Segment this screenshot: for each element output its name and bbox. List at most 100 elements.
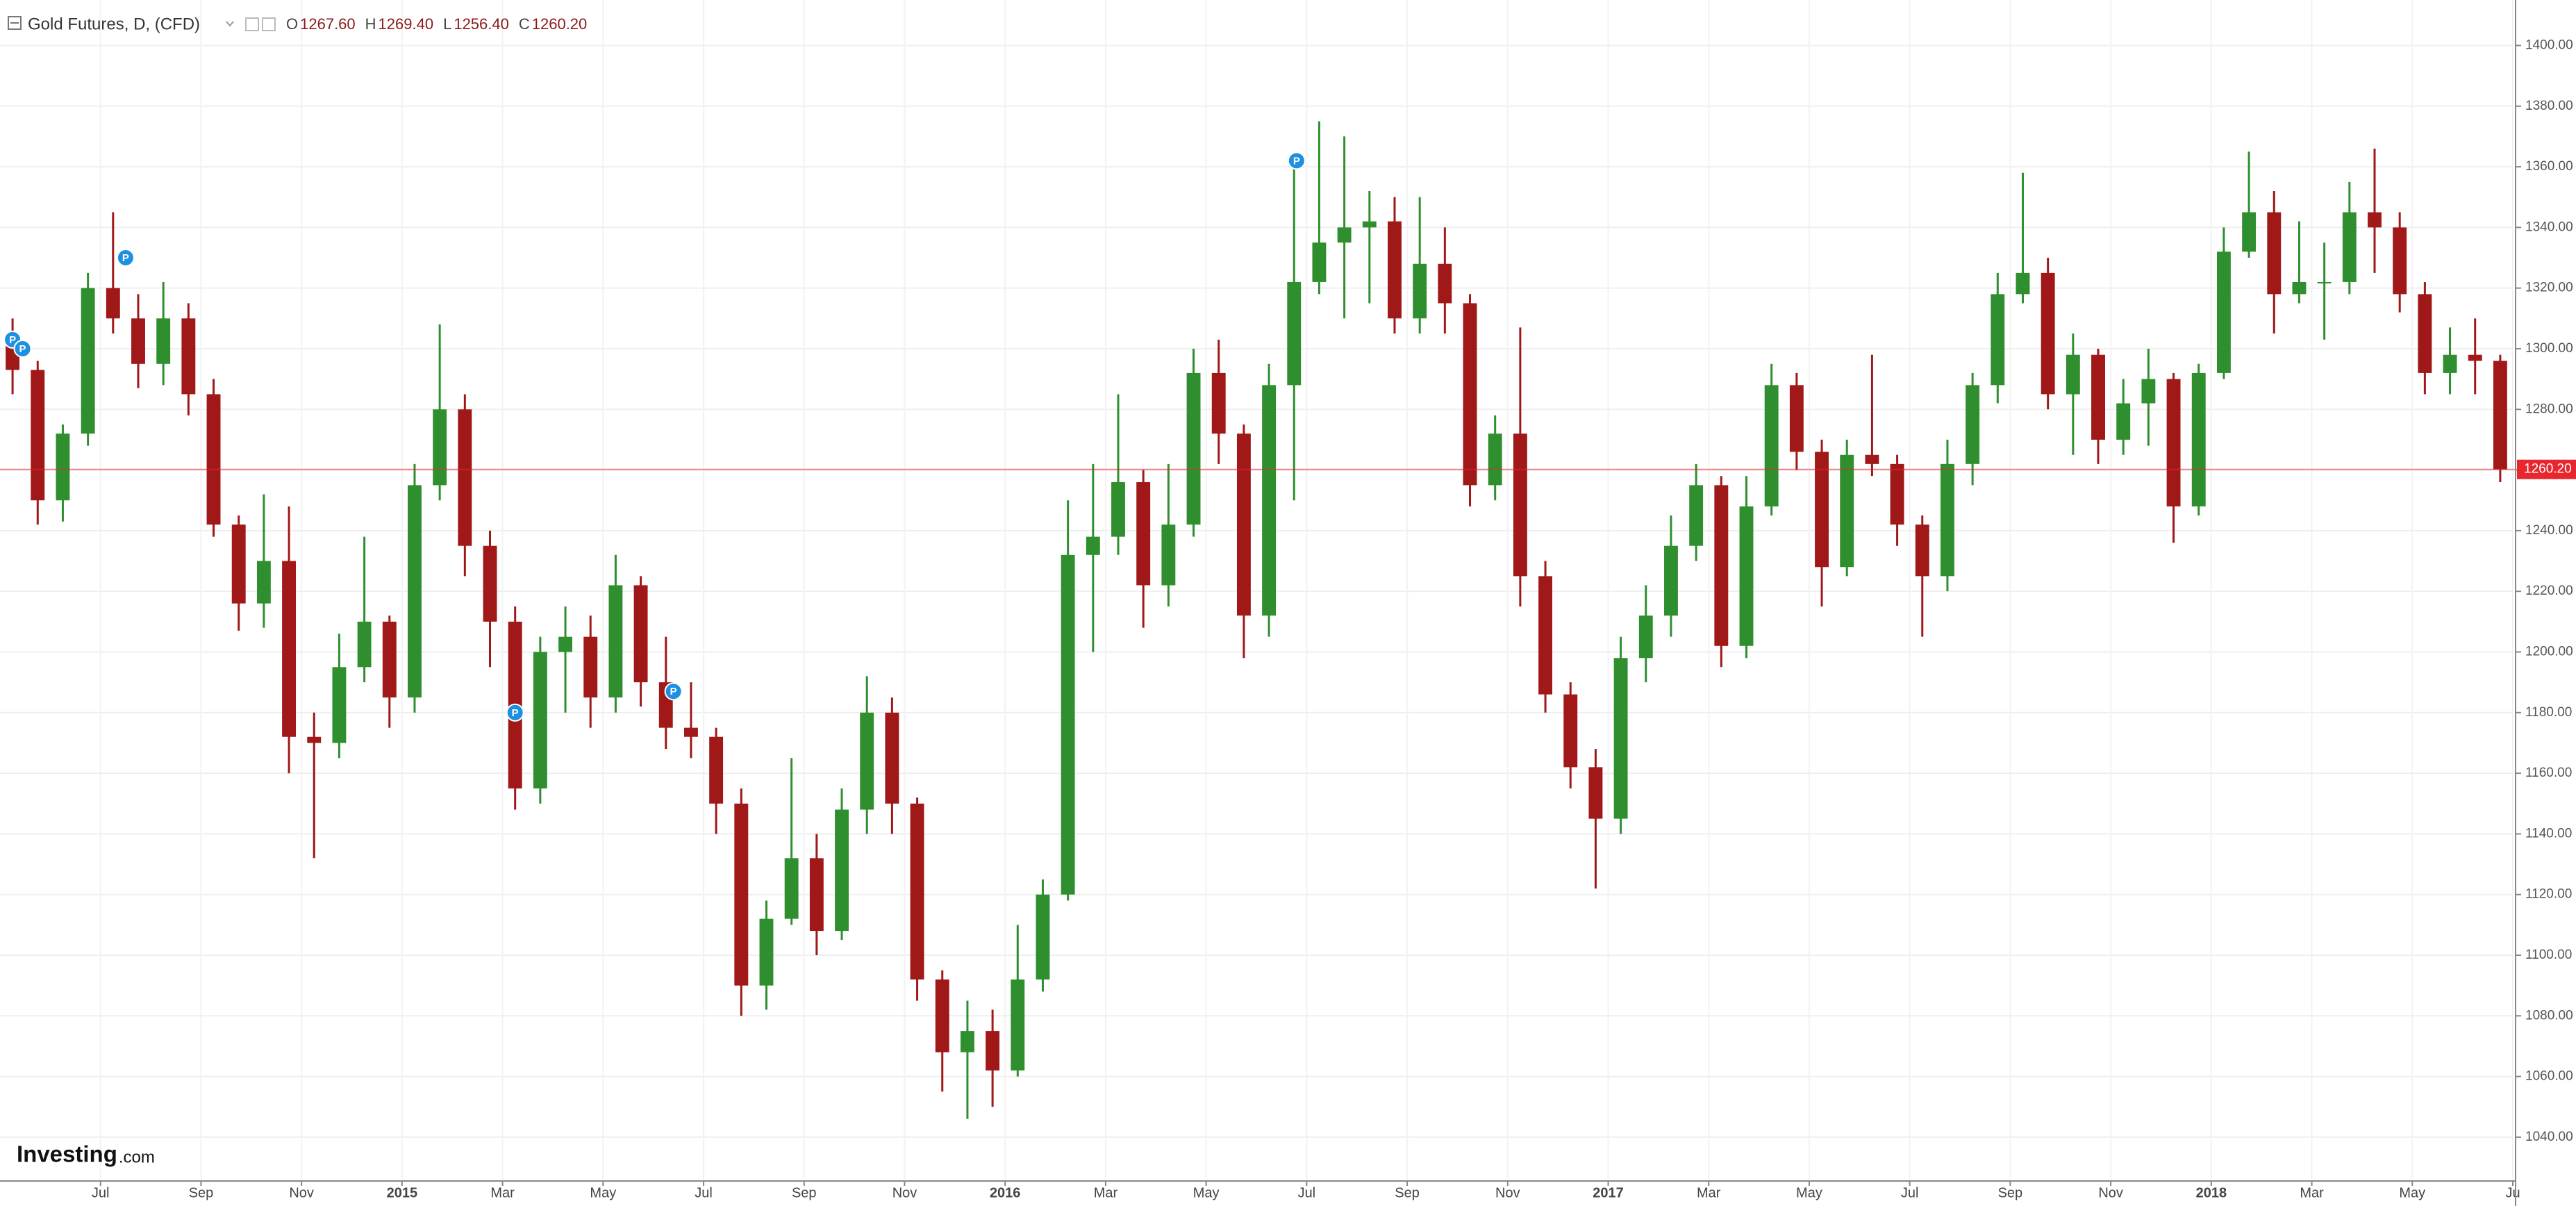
x-tick-label: Ju: [2505, 1185, 2520, 1200]
ohlc-key: C: [519, 15, 530, 33]
candle-body: [131, 318, 145, 364]
candle-body: [2066, 354, 2080, 395]
candle-body: [2267, 212, 2282, 295]
candle-body: [1413, 263, 1427, 319]
event-marker[interactable]: [13, 339, 32, 358]
x-tick-label: Sep: [1395, 1185, 1420, 1200]
candle-body: [1941, 463, 1954, 577]
x-tick-label: 2017: [1593, 1185, 1624, 1200]
candle-body: [1538, 576, 1553, 695]
x-tick-label: Mar: [1094, 1185, 1118, 1200]
y-tick-label: 1080.00: [2525, 1008, 2573, 1023]
x-tick-label: 2018: [2196, 1185, 2227, 1200]
candle-body: [2468, 354, 2482, 361]
x-tick-label: May: [1796, 1185, 1822, 1200]
ohlc-value: 1260.20: [532, 15, 588, 33]
candle-body: [2141, 379, 2156, 404]
candle-body: [1161, 524, 1176, 586]
candle-body: [835, 809, 849, 932]
y-tick-label: 1160.00: [2525, 766, 2572, 780]
candle-body: [1337, 227, 1352, 243]
candle-body: [885, 712, 899, 804]
y-tick-label: 1040.00: [2525, 1130, 2573, 1144]
candle-body: [1186, 372, 1201, 525]
ohlc-value: 1267.60: [300, 15, 356, 33]
candle-body: [2292, 281, 2307, 295]
event-marker-label: P: [1293, 155, 1300, 167]
title-dropdown[interactable]: [226, 21, 234, 27]
y-tick-label: 1100.00: [2525, 948, 2572, 962]
y-tick-label: 1240.00: [2525, 523, 2573, 538]
candle-body: [608, 585, 623, 697]
y-tick-label: 1220.00: [2525, 584, 2573, 598]
brand-name: Investing: [17, 1141, 117, 1167]
candle-body: [1563, 694, 1578, 768]
candle-body: [1236, 433, 1251, 616]
candle-body: [2166, 379, 2181, 506]
candle-body: [1388, 221, 1402, 319]
candle-body: [1664, 545, 1678, 616]
x-tick-label: 2015: [387, 1185, 418, 1200]
candle-body: [583, 636, 598, 697]
candle-body: [935, 979, 949, 1052]
event-marker[interactable]: [506, 703, 524, 722]
candle-body: [2317, 281, 2332, 283]
event-marker[interactable]: [116, 249, 135, 267]
candle-body: [1513, 433, 1527, 577]
toggle-icon[interactable]: [245, 17, 259, 31]
ohlc-value: 1256.40: [454, 15, 509, 33]
ohlc-key: L: [443, 15, 451, 33]
x-tick-label: Sep: [792, 1185, 817, 1200]
candle-body: [709, 736, 724, 804]
candle-body: [433, 409, 447, 486]
event-marker-label: P: [670, 686, 677, 697]
x-tick-label: Sep: [189, 1185, 214, 1200]
event-marker-label: P: [512, 707, 519, 719]
candle-body: [31, 370, 45, 501]
candle-body: [1815, 452, 1829, 568]
ohlc-key: O: [286, 15, 298, 33]
collapse-icon[interactable]: [8, 16, 22, 30]
y-tick-label: 1340.00: [2525, 220, 2573, 234]
candle-body: [633, 585, 648, 683]
candle-body: [1488, 433, 1502, 486]
candle-body: [408, 485, 422, 697]
x-tick-label: May: [1193, 1185, 1220, 1200]
candle-body: [357, 621, 372, 668]
x-tick-label: Sep: [1998, 1185, 2023, 1200]
candle-body: [759, 918, 774, 986]
candle-body: [1865, 454, 1879, 464]
candle-body: [1739, 506, 1754, 646]
candle-body: [56, 433, 70, 501]
settings-icon[interactable]: [262, 17, 276, 31]
x-tick-label: 2016: [990, 1185, 1021, 1200]
candle-body: [181, 318, 196, 395]
ohlc-value: 1269.40: [379, 15, 434, 33]
candle-body: [1915, 524, 1929, 577]
x-tick-label: Nov: [1495, 1185, 1520, 1200]
candle-body: [2041, 272, 2055, 395]
candle-body: [1262, 385, 1277, 616]
candle-body: [1061, 554, 1075, 895]
event-marker[interactable]: [664, 682, 683, 701]
candle-body: [533, 652, 547, 788]
last-price-label: 1260.20: [2524, 462, 2572, 477]
candle-body: [1136, 482, 1151, 586]
candle-body: [960, 1031, 974, 1052]
candle-body: [1638, 616, 1653, 659]
candle-body: [1211, 372, 1226, 434]
candle-body: [1840, 454, 1854, 568]
x-tick-label: Nov: [2098, 1185, 2123, 1200]
ohlc-readout: O 1267.60 H 1269.40 L 1256.40 C 1260.20: [286, 15, 587, 33]
event-marker-label: P: [122, 252, 129, 264]
candle-body: [382, 621, 397, 697]
candle-body: [809, 858, 824, 932]
candle-body: [282, 561, 297, 737]
event-marker[interactable]: [1287, 151, 1306, 170]
candle-body: [1111, 482, 1125, 537]
candle-body: [2393, 227, 2407, 295]
candle-body: [684, 727, 698, 737]
